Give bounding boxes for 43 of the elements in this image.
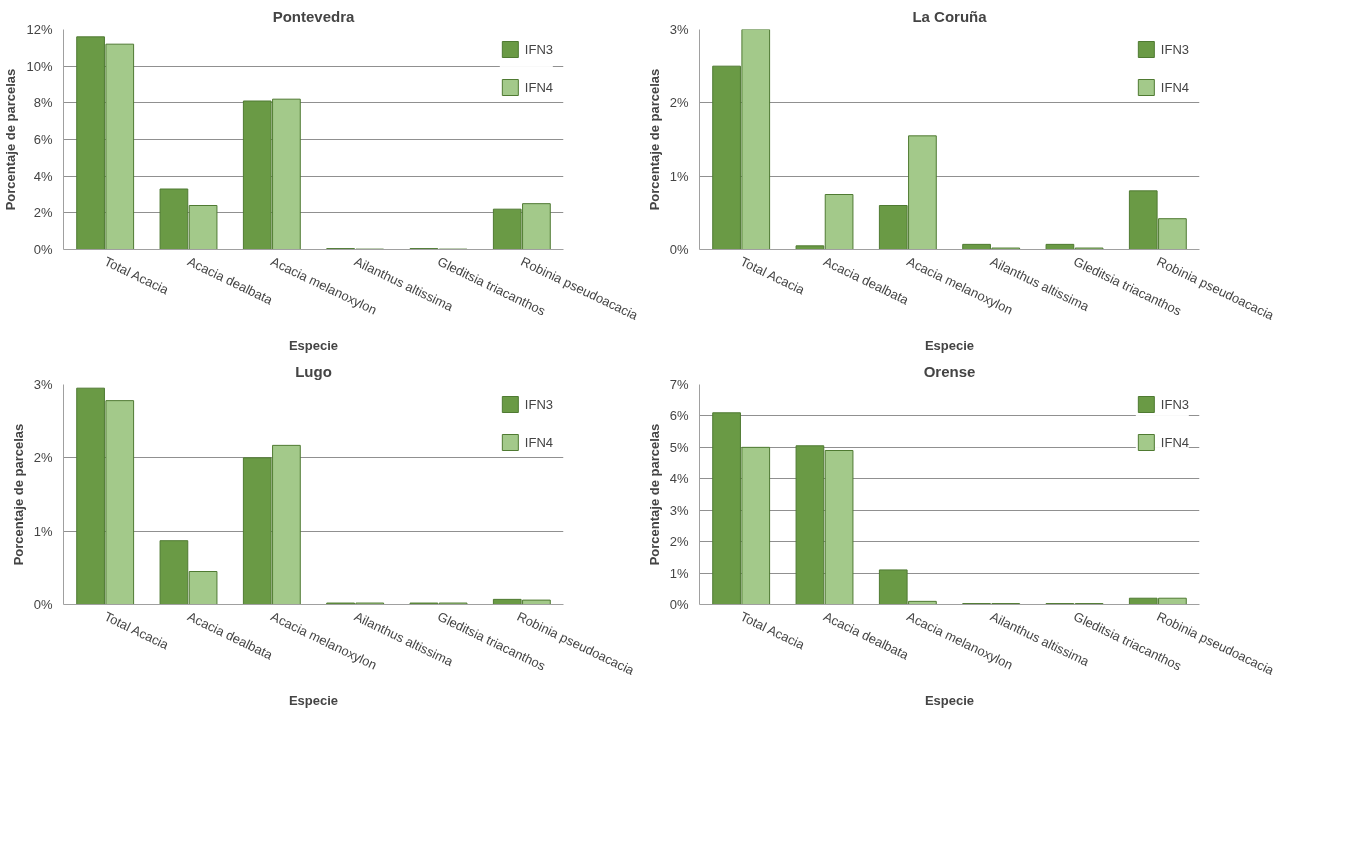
y-axis-title: Porcentaje de parcelas [646, 68, 662, 211]
legend-label: IFN4 [1160, 434, 1189, 450]
y-tick-label: 4% [33, 168, 53, 184]
chart-title: Lugo [295, 362, 332, 380]
y-tick-label: 5% [669, 439, 689, 455]
y-tick-label: 3% [669, 22, 689, 37]
x-axis-title: Especie [924, 337, 975, 353]
y-tick-label: 0% [669, 597, 689, 612]
y-tick-label: 1% [33, 523, 53, 539]
y-tick-label: 6% [33, 132, 53, 147]
y-tick-label: 8% [33, 95, 53, 111]
y-tick-label: 12% [26, 22, 53, 37]
y-axis-title: Porcentaje de parcelas [10, 423, 26, 566]
x-axis-title: Especie [924, 692, 975, 708]
y-tick-label: 1% [669, 565, 689, 581]
y-axis-title: Porcentaje de parcelas [3, 68, 19, 211]
y-tick-label: 0% [33, 597, 53, 612]
y-tick-label: 2% [33, 450, 53, 466]
y-tick-label: 3% [33, 377, 53, 392]
chart-title: La Coruña [912, 7, 988, 25]
legend-label: IFN3 [524, 41, 553, 57]
legend-label: IFN4 [524, 434, 553, 450]
y-tick-label: 1% [669, 168, 689, 184]
y-tick-label: 2% [669, 95, 689, 111]
y-tick-label: 0% [33, 242, 53, 257]
legend-label: IFN4 [524, 79, 553, 95]
y-tick-label: 3% [669, 502, 689, 518]
x-axis-title: Especie [288, 692, 339, 708]
chart-title: Orense [923, 362, 976, 380]
legend-label: IFN4 [1160, 79, 1189, 95]
y-tick-label: 6% [669, 408, 689, 424]
chart-title: Pontevedra [272, 7, 355, 25]
legend-label: IFN3 [524, 396, 553, 412]
legend-label: IFN3 [1160, 41, 1189, 57]
y-tick-label: 7% [669, 377, 689, 392]
y-tick-label: 2% [33, 205, 53, 221]
y-tick-label: 2% [669, 534, 689, 550]
y-tick-label: 4% [669, 471, 689, 487]
y-axis-title: Porcentaje de parcelas [646, 423, 662, 566]
y-tick-label: 10% [26, 58, 53, 74]
legend-label: IFN3 [1160, 396, 1189, 412]
x-axis-title: Especie [288, 337, 339, 353]
y-tick-label: 0% [669, 242, 689, 257]
